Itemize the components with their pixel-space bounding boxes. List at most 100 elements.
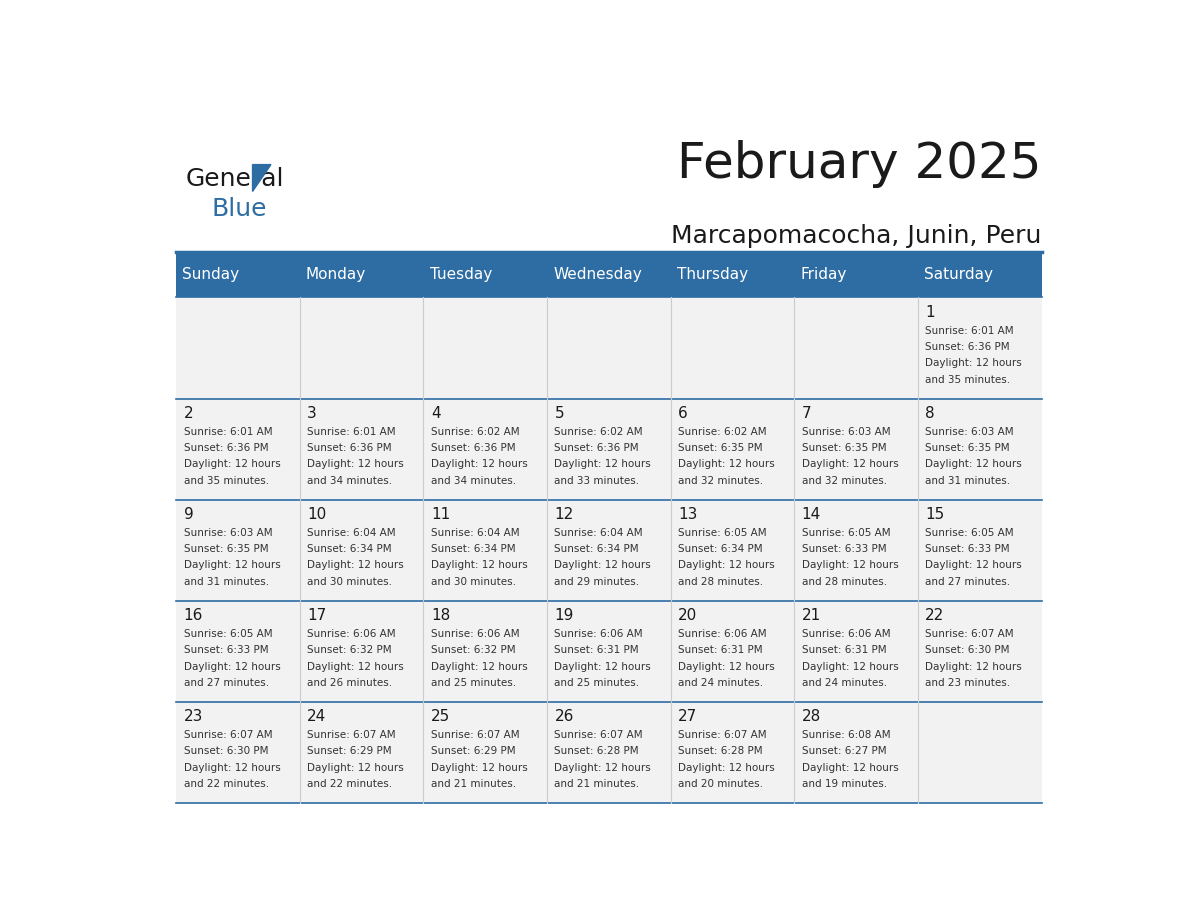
Text: and 22 minutes.: and 22 minutes. [308, 778, 392, 789]
Text: Sunrise: 6:07 AM: Sunrise: 6:07 AM [431, 730, 519, 740]
Text: Daylight: 12 hours: Daylight: 12 hours [308, 459, 404, 469]
Text: Daylight: 12 hours: Daylight: 12 hours [555, 763, 651, 773]
Text: Daylight: 12 hours: Daylight: 12 hours [308, 662, 404, 672]
Text: 11: 11 [431, 507, 450, 521]
Text: and 27 minutes.: and 27 minutes. [925, 577, 1011, 587]
Text: Sunrise: 6:06 AM: Sunrise: 6:06 AM [802, 629, 890, 639]
Text: Sunrise: 6:06 AM: Sunrise: 6:06 AM [431, 629, 519, 639]
Text: 26: 26 [555, 709, 574, 724]
Text: 4: 4 [431, 406, 441, 420]
Text: 16: 16 [183, 608, 203, 622]
Text: 23: 23 [183, 709, 203, 724]
Text: Sunset: 6:31 PM: Sunset: 6:31 PM [555, 645, 639, 655]
Text: and 25 minutes.: and 25 minutes. [431, 677, 516, 688]
Text: and 21 minutes.: and 21 minutes. [555, 778, 639, 789]
Text: Sunset: 6:31 PM: Sunset: 6:31 PM [802, 645, 886, 655]
Text: and 30 minutes.: and 30 minutes. [431, 577, 516, 587]
Text: Sunset: 6:35 PM: Sunset: 6:35 PM [925, 443, 1010, 453]
Text: Sunrise: 6:06 AM: Sunrise: 6:06 AM [308, 629, 396, 639]
Text: 14: 14 [802, 507, 821, 521]
Text: 22: 22 [925, 608, 944, 622]
Text: Daylight: 12 hours: Daylight: 12 hours [308, 560, 404, 570]
Text: 21: 21 [802, 608, 821, 622]
Text: Sunset: 6:36 PM: Sunset: 6:36 PM [183, 443, 268, 453]
Text: 24: 24 [308, 709, 327, 724]
Text: Sunrise: 6:04 AM: Sunrise: 6:04 AM [308, 528, 396, 538]
Text: Sunrise: 6:07 AM: Sunrise: 6:07 AM [308, 730, 396, 740]
Text: Daylight: 12 hours: Daylight: 12 hours [183, 459, 280, 469]
Text: Daylight: 12 hours: Daylight: 12 hours [678, 662, 775, 672]
Text: Sunrise: 6:01 AM: Sunrise: 6:01 AM [183, 427, 272, 437]
Text: Daylight: 12 hours: Daylight: 12 hours [431, 459, 527, 469]
Text: Friday: Friday [801, 267, 847, 282]
Text: 27: 27 [678, 709, 697, 724]
Text: Sunset: 6:36 PM: Sunset: 6:36 PM [925, 342, 1010, 352]
Text: Sunrise: 6:07 AM: Sunrise: 6:07 AM [183, 730, 272, 740]
Text: Sunset: 6:33 PM: Sunset: 6:33 PM [802, 544, 886, 554]
Text: Sunrise: 6:07 AM: Sunrise: 6:07 AM [678, 730, 766, 740]
Text: and 22 minutes.: and 22 minutes. [183, 778, 268, 789]
Text: Daylight: 12 hours: Daylight: 12 hours [431, 560, 527, 570]
Text: Thursday: Thursday [677, 267, 748, 282]
Text: and 26 minutes.: and 26 minutes. [308, 677, 392, 688]
Text: and 25 minutes.: and 25 minutes. [555, 677, 639, 688]
Bar [176, 252, 1042, 297]
Text: Sunrise: 6:04 AM: Sunrise: 6:04 AM [555, 528, 643, 538]
Text: Daylight: 12 hours: Daylight: 12 hours [678, 763, 775, 773]
Text: Sunrise: 6:01 AM: Sunrise: 6:01 AM [925, 326, 1015, 336]
Text: Wednesday: Wednesday [554, 267, 642, 282]
Text: 8: 8 [925, 406, 935, 420]
Text: and 33 minutes.: and 33 minutes. [555, 476, 639, 486]
Text: 1: 1 [925, 305, 935, 319]
Text: Daylight: 12 hours: Daylight: 12 hours [555, 560, 651, 570]
Text: and 30 minutes.: and 30 minutes. [308, 577, 392, 587]
Text: Sunrise: 6:06 AM: Sunrise: 6:06 AM [555, 629, 643, 639]
Text: 12: 12 [555, 507, 574, 521]
Text: Daylight: 12 hours: Daylight: 12 hours [308, 763, 404, 773]
Text: Sunrise: 6:05 AM: Sunrise: 6:05 AM [678, 528, 766, 538]
Text: Daylight: 12 hours: Daylight: 12 hours [925, 459, 1022, 469]
Text: and 32 minutes.: and 32 minutes. [678, 476, 763, 486]
Text: and 31 minutes.: and 31 minutes. [183, 577, 268, 587]
Text: Sunset: 6:35 PM: Sunset: 6:35 PM [678, 443, 763, 453]
Text: Sunrise: 6:08 AM: Sunrise: 6:08 AM [802, 730, 890, 740]
Text: Daylight: 12 hours: Daylight: 12 hours [678, 560, 775, 570]
Text: Sunset: 6:30 PM: Sunset: 6:30 PM [925, 645, 1010, 655]
Text: Sunset: 6:32 PM: Sunset: 6:32 PM [308, 645, 392, 655]
Text: Daylight: 12 hours: Daylight: 12 hours [431, 763, 527, 773]
Text: Daylight: 12 hours: Daylight: 12 hours [183, 763, 280, 773]
Text: Daylight: 12 hours: Daylight: 12 hours [183, 560, 280, 570]
Bar [176, 701, 1042, 803]
Text: Daylight: 12 hours: Daylight: 12 hours [555, 662, 651, 672]
Text: General: General [185, 167, 284, 192]
Text: Sunset: 6:33 PM: Sunset: 6:33 PM [925, 544, 1010, 554]
Text: Marcapomacocha, Junin, Peru: Marcapomacocha, Junin, Peru [671, 224, 1042, 248]
Text: Sunrise: 6:07 AM: Sunrise: 6:07 AM [925, 629, 1015, 639]
Text: Sunrise: 6:02 AM: Sunrise: 6:02 AM [431, 427, 519, 437]
Text: and 35 minutes.: and 35 minutes. [183, 476, 268, 486]
Text: Sunrise: 6:05 AM: Sunrise: 6:05 AM [925, 528, 1015, 538]
Text: Sunrise: 6:02 AM: Sunrise: 6:02 AM [678, 427, 766, 437]
Text: and 19 minutes.: and 19 minutes. [802, 778, 887, 789]
Text: 3: 3 [308, 406, 317, 420]
Text: Sunrise: 6:05 AM: Sunrise: 6:05 AM [183, 629, 272, 639]
Text: Sunrise: 6:04 AM: Sunrise: 6:04 AM [431, 528, 519, 538]
Text: 6: 6 [678, 406, 688, 420]
Text: Daylight: 12 hours: Daylight: 12 hours [802, 763, 898, 773]
Text: and 28 minutes.: and 28 minutes. [802, 577, 887, 587]
Text: Sunrise: 6:06 AM: Sunrise: 6:06 AM [678, 629, 766, 639]
Text: Sunrise: 6:05 AM: Sunrise: 6:05 AM [802, 528, 890, 538]
Text: Sunset: 6:31 PM: Sunset: 6:31 PM [678, 645, 763, 655]
Text: Sunset: 6:28 PM: Sunset: 6:28 PM [555, 746, 639, 756]
Text: Daylight: 12 hours: Daylight: 12 hours [183, 662, 280, 672]
Text: Sunset: 6:35 PM: Sunset: 6:35 PM [802, 443, 886, 453]
Text: Sunset: 6:32 PM: Sunset: 6:32 PM [431, 645, 516, 655]
Text: Sunset: 6:35 PM: Sunset: 6:35 PM [183, 544, 268, 554]
Text: Sunrise: 6:03 AM: Sunrise: 6:03 AM [925, 427, 1015, 437]
Text: Daylight: 12 hours: Daylight: 12 hours [802, 560, 898, 570]
Text: and 24 minutes.: and 24 minutes. [802, 677, 887, 688]
Text: 25: 25 [431, 709, 450, 724]
Bar [176, 499, 1042, 600]
Text: Sunset: 6:34 PM: Sunset: 6:34 PM [678, 544, 763, 554]
Text: Daylight: 12 hours: Daylight: 12 hours [431, 662, 527, 672]
